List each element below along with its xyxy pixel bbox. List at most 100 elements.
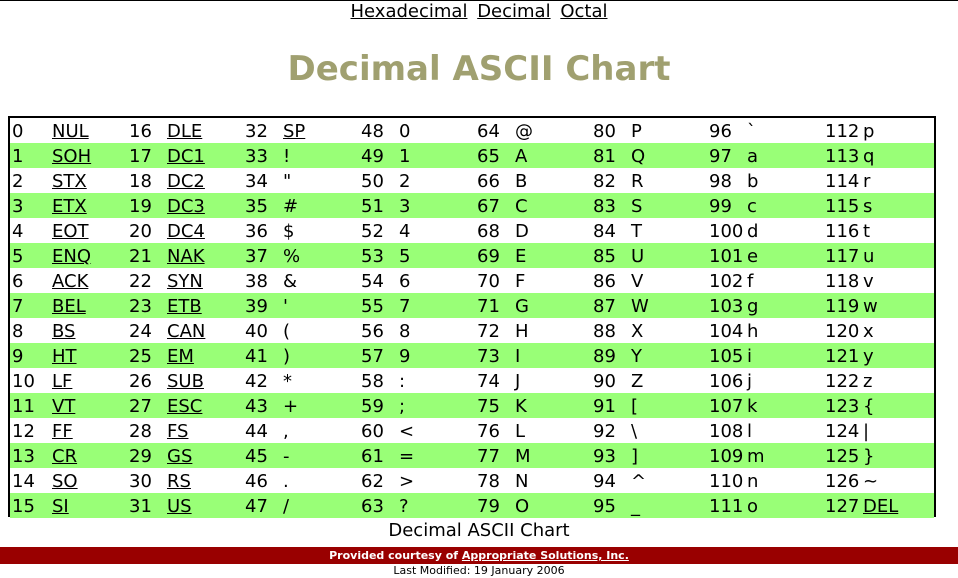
- ascii-char: Z: [631, 371, 644, 392]
- ascii-char: 4: [399, 221, 411, 242]
- table-row: 13 CR 29 GS 45- 61 = 77 M 93] 109 m 125}: [10, 443, 934, 468]
- table-row: 9 HT 25 EM 41) 57 9 73 I 89 Y 105 i 121 y: [10, 343, 934, 368]
- ascii-control-link[interactable]: BS: [52, 321, 76, 342]
- ascii-char: @: [515, 121, 533, 142]
- ascii-code: 91: [593, 396, 616, 417]
- ascii-char: E: [515, 246, 527, 267]
- ascii-char-cell: DLE: [167, 118, 202, 143]
- ascii-char: |: [863, 421, 870, 442]
- ascii-code: 113: [825, 146, 860, 167]
- ascii-char-cell: ESC: [167, 393, 202, 418]
- ascii-code: 102: [709, 271, 744, 292]
- ascii-control-link[interactable]: STX: [52, 171, 87, 192]
- ascii-code: 16: [129, 121, 152, 142]
- ascii-control-link[interactable]: SP: [283, 121, 306, 142]
- ascii-control-link[interactable]: SUB: [167, 371, 204, 392]
- ascii-char: D: [515, 221, 529, 242]
- ascii-code: 81: [593, 146, 616, 167]
- ascii-code: 115: [825, 196, 860, 217]
- ascii-control-link[interactable]: DC4: [167, 221, 205, 242]
- ascii-char: 3: [399, 196, 411, 217]
- ascii-control-link[interactable]: CAN: [167, 321, 206, 342]
- nav-hexadecimal-link[interactable]: Hexadecimal: [350, 1, 468, 22]
- ascii-code: 13: [12, 446, 35, 467]
- ascii-code: 108: [709, 421, 744, 442]
- nav-octal-link[interactable]: Octal: [560, 1, 608, 22]
- ascii-control-link[interactable]: RS: [167, 471, 191, 492]
- ascii-control-link[interactable]: US: [167, 496, 192, 517]
- ascii-control-link[interactable]: DC3: [167, 196, 205, 217]
- ascii-control-link[interactable]: ETX: [52, 196, 87, 217]
- ascii-control-link[interactable]: SI: [52, 496, 69, 517]
- ascii-char: V: [631, 271, 644, 292]
- ascii-code: 92: [593, 421, 616, 442]
- ascii-control-link[interactable]: ETB: [167, 296, 202, 317]
- ascii-char-cell: DC4: [167, 218, 205, 243]
- ascii-char: e: [747, 246, 759, 267]
- ascii-char: }: [863, 446, 875, 467]
- ascii-control-link[interactable]: ACK: [52, 271, 89, 292]
- ascii-control-link[interactable]: ENQ: [52, 246, 92, 267]
- ascii-code: 65: [477, 146, 500, 167]
- ascii-control-link[interactable]: DEL: [863, 496, 899, 517]
- ascii-control-link[interactable]: ESC: [167, 396, 203, 417]
- ascii-char-cell: SOH: [52, 143, 91, 168]
- ascii-control-link[interactable]: SYN: [167, 271, 203, 292]
- ascii-char: L: [515, 421, 526, 442]
- ascii-code: 58: [361, 371, 384, 392]
- page-title: Decimal ASCII Chart: [287, 49, 671, 89]
- table-row: 7 BEL 23 ETB 39 ' 55 7 71 G 87 W 103 g 119 w: [10, 293, 934, 318]
- ascii-control-link[interactable]: BEL: [52, 296, 86, 317]
- ascii-control-link[interactable]: EOT: [52, 221, 89, 242]
- ascii-code: 43: [245, 396, 268, 417]
- ascii-char-cell: ETB: [167, 293, 202, 318]
- ascii-control-link[interactable]: NAK: [167, 246, 205, 267]
- ascii-control-link[interactable]: FF: [52, 421, 73, 442]
- ascii-code: 109: [709, 446, 744, 467]
- ascii-code: 59: [361, 396, 384, 417]
- ascii-code: 90: [593, 371, 616, 392]
- ascii-control-link[interactable]: NUL: [52, 121, 89, 142]
- ascii-char: N: [515, 471, 529, 492]
- ascii-code: 57: [361, 346, 384, 367]
- ascii-code: 21: [129, 246, 152, 267]
- ascii-control-link[interactable]: DC2: [167, 171, 205, 192]
- ascii-code: 105: [709, 346, 744, 367]
- ascii-control-link[interactable]: EM: [167, 346, 194, 367]
- ascii-code: 103: [709, 296, 744, 317]
- ascii-control-link[interactable]: VT: [52, 396, 76, 417]
- ascii-control-link[interactable]: DC1: [167, 146, 205, 167]
- ascii-char: C: [515, 196, 528, 217]
- ascii-char-cell: VT: [52, 393, 75, 418]
- ascii-char-cell: LF: [52, 368, 72, 393]
- table-row: 3 ETX 19 DC3 35 #51 3 67 C 83 S 99 c 115 s: [10, 193, 934, 218]
- ascii-char: v: [863, 271, 874, 292]
- ascii-code: 51: [361, 196, 384, 217]
- ascii-control-link[interactable]: SOH: [52, 146, 92, 167]
- ascii-code: 36: [245, 221, 268, 242]
- ascii-code: 98: [709, 171, 732, 192]
- ascii-char: K: [515, 396, 527, 417]
- ascii-control-link[interactable]: LF: [52, 371, 73, 392]
- ascii-control-link[interactable]: FS: [167, 421, 189, 442]
- ascii-code: 40: [245, 321, 268, 342]
- ascii-code: 8: [12, 321, 24, 342]
- ascii-char-cell: SO: [52, 468, 78, 493]
- ascii-code: 114: [825, 171, 860, 192]
- ascii-char: ]: [631, 446, 639, 467]
- table-row: 10 LF 26 SUB 42 * 58: 74 J 90 Z 106 j 122 z: [10, 368, 934, 393]
- ascii-char-cell: CAN: [167, 318, 205, 343]
- ascii-char: g: [747, 296, 759, 317]
- chart-caption: Decimal ASCII Chart: [388, 520, 570, 541]
- appropriate-solutions-link[interactable]: Appropriate Solutions, Inc.: [461, 549, 629, 562]
- ascii-control-link[interactable]: CR: [52, 446, 78, 467]
- ascii-code: 100: [709, 221, 744, 242]
- nav-decimal-link[interactable]: Decimal: [477, 1, 551, 22]
- ascii-char-cell: DC2: [167, 168, 205, 193]
- ascii-control-link[interactable]: HT: [52, 346, 77, 367]
- ascii-control-link[interactable]: GS: [167, 446, 193, 467]
- ascii-control-link[interactable]: SO: [52, 471, 78, 492]
- ascii-code: 71: [477, 296, 500, 317]
- ascii-char: 7: [399, 296, 411, 317]
- ascii-control-link[interactable]: DLE: [167, 121, 203, 142]
